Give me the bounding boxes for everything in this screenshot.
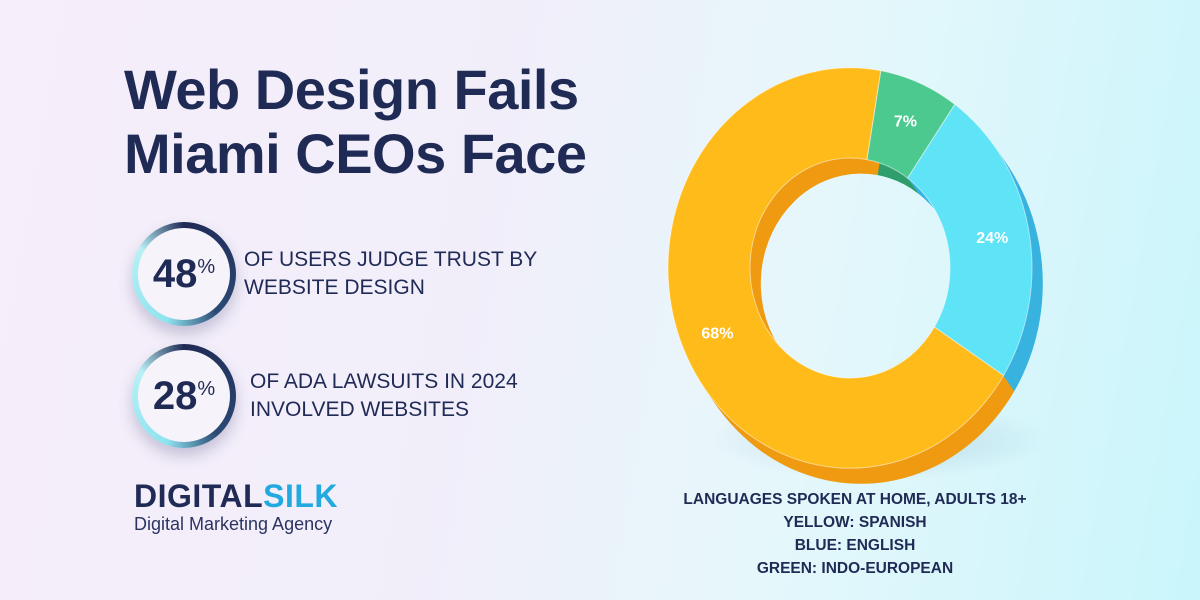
stat-unit: % bbox=[197, 255, 216, 278]
caption-line: YELLOW: SPANISH bbox=[783, 514, 927, 531]
stat-text-line: INVOLVED WEBSITES bbox=[250, 398, 469, 421]
slice-label: 68% bbox=[701, 326, 733, 343]
page-title: Web Design Fails Miami CEOs Face bbox=[124, 58, 587, 186]
stat-value: 48 bbox=[152, 251, 198, 296]
stat-text-line: WEBSITE DESIGN bbox=[244, 276, 425, 299]
progress-ring: 28% bbox=[132, 344, 236, 448]
slice-label: 7% bbox=[894, 114, 917, 131]
logo-part2: SILK bbox=[263, 478, 338, 514]
progress-ring: 48% bbox=[132, 222, 236, 326]
logo-tagline: Digital Marketing Agency bbox=[134, 514, 333, 534]
stat-text-line: OF USERS JUDGE TRUST BY bbox=[244, 248, 538, 271]
stat-value: 28 bbox=[152, 373, 198, 418]
stat-text: OF USERS JUDGE TRUST BY WEBSITE DESIGN bbox=[244, 246, 537, 302]
stat-ada: 28% OF ADA LAWSUITS IN 2024 INVOLVED WEB… bbox=[132, 344, 518, 448]
caption-line: BLUE: ENGLISH bbox=[794, 537, 916, 554]
slice-english bbox=[906, 103, 1033, 377]
chart-caption: LANGUAGES SPOKEN AT HOME, ADULTS 18+ YEL… bbox=[660, 488, 1050, 580]
digitalsilk-logo: DIGITALSILK bbox=[134, 478, 338, 515]
stat-unit: % bbox=[197, 377, 216, 400]
caption-line: GREEN: INDO-EUROPEAN bbox=[756, 560, 954, 577]
stat-text-line: OF ADA LAWSUITS IN 2024 bbox=[250, 370, 518, 393]
slice-label: 24% bbox=[976, 230, 1008, 247]
slice-spanish bbox=[667, 67, 1005, 469]
caption-line: LANGUAGES SPOKEN AT HOME, ADULTS 18+ bbox=[683, 491, 1027, 508]
stat-trust: 48% OF USERS JUDGE TRUST BY WEBSITE DESI… bbox=[132, 222, 537, 326]
logo-part1: DIGITAL bbox=[134, 478, 264, 514]
stat-text: OF ADA LAWSUITS IN 2024 INVOLVED WEBSITE… bbox=[250, 368, 518, 424]
title-line: Miami CEOs Face bbox=[124, 122, 587, 185]
title-line: Web Design Fails bbox=[124, 58, 579, 121]
